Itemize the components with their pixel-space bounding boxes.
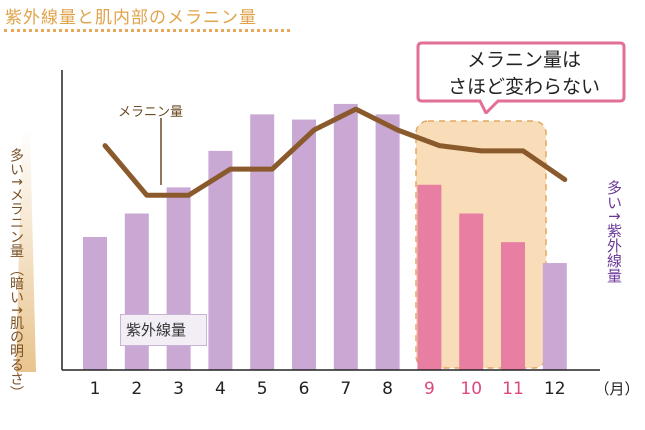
uv-bar-1: [83, 236, 107, 370]
x-tick-label: 4: [215, 379, 226, 399]
uv-bar-6: [292, 119, 316, 370]
uv-bar-10: [459, 213, 484, 370]
left-axis-paren: （暗い↑肌の明るさ）: [8, 262, 24, 400]
x-tick-label: 1: [90, 379, 101, 399]
x-tick-label: 10: [460, 379, 482, 399]
melanin-line-label: メラニン量: [118, 105, 184, 120]
legend-label: 紫外線量: [126, 321, 187, 339]
uv-bar-12: [542, 263, 567, 370]
uv-bar-7: [333, 103, 358, 371]
uv-bar-5: [250, 114, 275, 370]
left-axis-text: 多い↑メラニン量: [8, 148, 24, 258]
x-tick-label: 12: [544, 379, 566, 399]
callout-line2: さほど変わらない: [447, 76, 600, 98]
callout-bubble: [416, 41, 626, 114]
title-underline: [4, 29, 290, 32]
uv-bar-8: [375, 114, 400, 370]
right-axis-label: 多い↑紫外線量: [605, 180, 623, 283]
uv-bar-9: [417, 184, 442, 370]
melanin-line: [102, 106, 568, 198]
uv-bar-11: [501, 242, 525, 370]
uv-bar-4: [208, 150, 233, 370]
x-tick-label: 3: [173, 379, 184, 399]
x-tick-label: 2: [131, 379, 142, 399]
left-axis-arrow: [16, 128, 36, 372]
x-tick-label: 9: [424, 379, 435, 399]
callout-text: メラニン量は さほど変わらない: [426, 47, 622, 101]
x-tick-label: 7: [340, 379, 351, 399]
callout-line1: メラニン量は: [466, 49, 581, 71]
chart-title: 紫外線量と肌内部のメラニン量: [5, 8, 257, 28]
left-axis-label: 多い↑メラニン量 （暗い↑肌の明るさ）: [8, 148, 24, 400]
uv-bar-2: [124, 213, 149, 370]
legend-box: [120, 314, 207, 346]
x-tick-label: 11: [502, 379, 524, 399]
x-tick-label: 5: [257, 379, 268, 399]
x-unit-label: （月）: [594, 380, 639, 398]
x-tick-label: 6: [299, 379, 310, 399]
x-tick-label: 8: [382, 379, 393, 399]
